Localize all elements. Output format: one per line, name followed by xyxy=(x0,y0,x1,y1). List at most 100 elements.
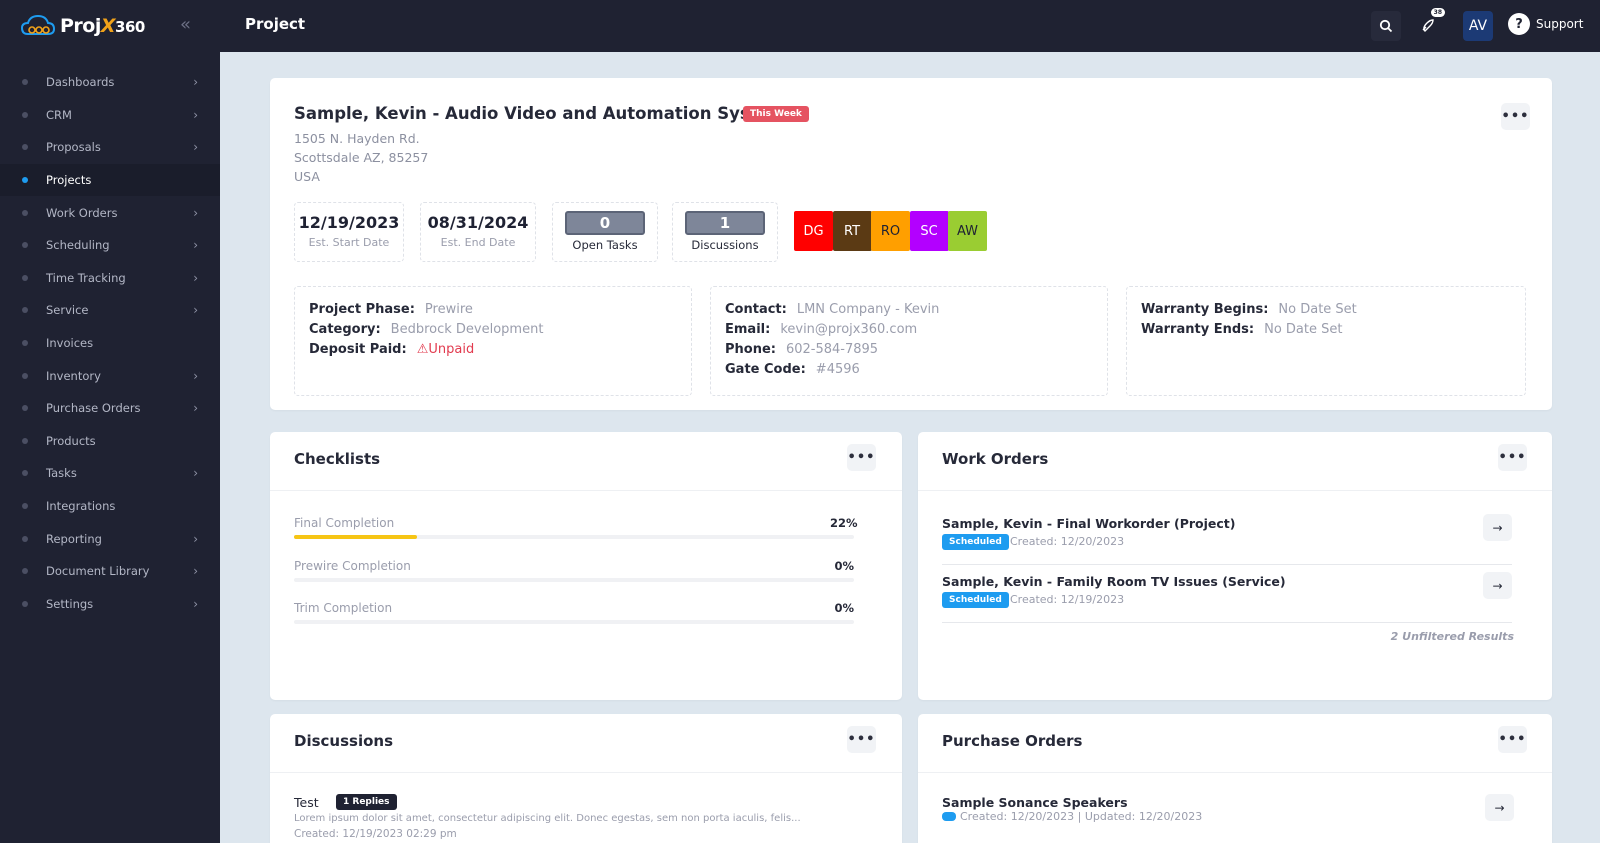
sidebar-item-dashboards[interactable]: Dashboards › xyxy=(0,66,220,99)
open-purchase-order-button[interactable]: → xyxy=(1485,794,1514,821)
project-more-button[interactable]: ••• xyxy=(1501,103,1530,130)
work-order-name[interactable]: Sample, Kevin - Final Workorder (Project… xyxy=(942,516,1236,531)
arrow-right-icon: → xyxy=(1492,578,1503,593)
arrow-right-icon: → xyxy=(1492,520,1503,535)
start-date-label: Est. Start Date xyxy=(308,236,390,249)
sidebar-item-label: Tasks xyxy=(46,466,77,481)
sidebar-item-label: Integrations xyxy=(46,499,116,514)
sidebar-item-label: Dashboards xyxy=(46,75,115,90)
divider xyxy=(942,622,1512,623)
avatar[interactable]: AV xyxy=(1463,11,1493,41)
bullet-dot-icon xyxy=(22,307,28,314)
sidebar-item-time-tracking[interactable]: Time Tracking › xyxy=(0,262,220,295)
sidebar-item-label: Document Library xyxy=(46,564,150,579)
discussions-more-button[interactable]: ••• xyxy=(847,726,876,753)
open-tasks-count: 0 xyxy=(565,211,645,235)
progress-bar xyxy=(294,620,854,624)
sidebar-item-scheduling[interactable]: Scheduling › xyxy=(0,229,220,262)
project-title: Sample, Kevin - Audio Video and Automati… xyxy=(294,104,786,123)
sidebar-item-work-orders[interactable]: Work Orders › xyxy=(0,196,220,229)
project-info-box: Project Phase: Prewire Category: Bedbrock … xyxy=(294,286,692,396)
sidebar-item-proposals[interactable]: Proposals › xyxy=(0,131,220,164)
top-bar: Project 38 AV ? Support xyxy=(220,0,1600,52)
open-work-order-button[interactable]: → xyxy=(1483,514,1512,541)
search-icon xyxy=(1379,19,1393,33)
purchase-order-name[interactable]: Sample Sonance Speakers xyxy=(942,795,1128,810)
search-button[interactable] xyxy=(1371,11,1401,41)
sidebar-item-label: Settings xyxy=(46,596,94,611)
progress-fill xyxy=(294,535,418,539)
chevron-right-icon: › xyxy=(193,401,198,416)
checklist-percent: 0% xyxy=(834,601,854,615)
bullet-dot-icon xyxy=(22,177,28,184)
progress-bar xyxy=(294,577,854,582)
purchase-order-meta: Created: 12/20/2023 | Updated: 12/20/202… xyxy=(960,810,1203,823)
sidebar: ProjX360 « Dashboards › CRM › Proposals › Proj… xyxy=(0,0,220,843)
bullet-dot-icon xyxy=(22,503,28,510)
bullet-dot-icon xyxy=(22,372,28,379)
checklists-title: Checklists xyxy=(294,450,381,468)
chevron-right-icon: › xyxy=(193,107,198,122)
divider xyxy=(270,772,902,773)
divider xyxy=(942,564,1512,565)
team-tag[interactable]: DG xyxy=(794,211,833,251)
bullet-dot-icon xyxy=(22,242,28,249)
bullet-dot-icon xyxy=(22,568,28,575)
sidebar-item-integrations[interactable]: Integrations xyxy=(0,490,220,523)
contact-row: Contact: LMN Company - Kevin xyxy=(725,302,940,317)
chevron-right-icon: › xyxy=(193,564,198,579)
work-order-created: Created: 12/19/2023 xyxy=(1010,593,1125,606)
sidebar-item-purchase-orders[interactable]: Purchase Orders › xyxy=(0,392,220,425)
team-tag[interactable]: RT xyxy=(832,211,872,251)
collapse-sidebar-icon[interactable]: « xyxy=(180,14,192,35)
bullet-dot-icon xyxy=(22,405,28,412)
results-count: 2 Unfiltered Results xyxy=(1390,630,1514,643)
team-tag[interactable]: AW xyxy=(948,211,987,251)
checklist-percent: 22% xyxy=(830,516,858,530)
sidebar-item-reporting[interactable]: Reporting › xyxy=(0,522,220,555)
work-order-created: Created: 12/20/2023 xyxy=(1010,535,1125,548)
purchase-orders-card: Purchase Orders ••• Sample Sonance Speak… xyxy=(918,714,1552,843)
purchase-orders-more-button[interactable]: ••• xyxy=(1498,726,1527,753)
open-tasks-box[interactable]: 0 Open Tasks xyxy=(552,202,658,262)
replies-badge: 1 Replies xyxy=(336,794,397,810)
app-logo[interactable]: ProjX360 xyxy=(20,8,145,44)
chevron-right-icon: › xyxy=(193,596,198,611)
discussion-preview: Lorem ipsum dolor sit amet, consectetur … xyxy=(294,813,801,824)
chevron-right-icon: › xyxy=(193,205,198,220)
sidebar-item-crm[interactable]: CRM › xyxy=(0,99,220,132)
sidebar-item-service[interactable]: Service › xyxy=(0,294,220,327)
address-line-3: USA xyxy=(294,169,320,184)
sidebar-nav: Dashboards › CRM › Proposals › Projects Work Or… xyxy=(0,66,220,620)
discussions-box[interactable]: 1 Discussions xyxy=(672,202,778,262)
end-date: 08/31/2024 xyxy=(427,213,529,232)
sidebar-item-settings[interactable]: Settings › xyxy=(0,588,220,621)
notifications-button[interactable]: 38 xyxy=(1412,8,1445,41)
work-order-row[interactable]: Sample, Kevin - Family Room TV Issues (S… xyxy=(942,572,1512,632)
sidebar-item-tasks[interactable]: Tasks › xyxy=(0,457,220,490)
address-line-2: Scottsdale AZ, 85257 xyxy=(294,150,429,165)
bullet-dot-icon xyxy=(22,600,28,607)
open-work-order-button[interactable]: → xyxy=(1483,572,1512,599)
sidebar-item-projects[interactable]: Projects xyxy=(0,163,220,197)
sidebar-item-invoices[interactable]: Invoices xyxy=(0,327,220,360)
work-order-name[interactable]: Sample, Kevin - Family Room TV Issues (S… xyxy=(942,574,1286,589)
work-orders-more-button[interactable]: ••• xyxy=(1498,444,1527,471)
checklists-more-button[interactable]: ••• xyxy=(847,444,876,471)
team-tag[interactable]: RO xyxy=(871,211,910,251)
phase-row: Project Phase: Prewire xyxy=(309,302,473,317)
sidebar-item-label: Time Tracking xyxy=(46,270,126,285)
bullet-dot-icon xyxy=(22,274,28,281)
work-orders-card: Work Orders ••• Sample, Kevin - Final Wo… xyxy=(918,432,1552,700)
sidebar-item-inventory[interactable]: Inventory › xyxy=(0,359,220,392)
sidebar-item-products[interactable]: Products xyxy=(0,425,220,458)
discussions-count: 1 xyxy=(685,211,765,235)
gate-code-row: Gate Code: #4596 xyxy=(725,362,860,377)
support-link[interactable]: ? Support xyxy=(1508,13,1583,35)
discussion-title[interactable]: Test xyxy=(294,795,319,810)
team-tag[interactable]: SC xyxy=(909,211,949,251)
discussion-created: Created: 12/19/2023 02:29 pm xyxy=(294,828,457,840)
work-order-row[interactable]: Sample, Kevin - Final Workorder (Project… xyxy=(942,514,1512,574)
sidebar-item-document-library[interactable]: Document Library › xyxy=(0,555,220,588)
category-row: Category: Bedbrock Development xyxy=(309,322,544,337)
